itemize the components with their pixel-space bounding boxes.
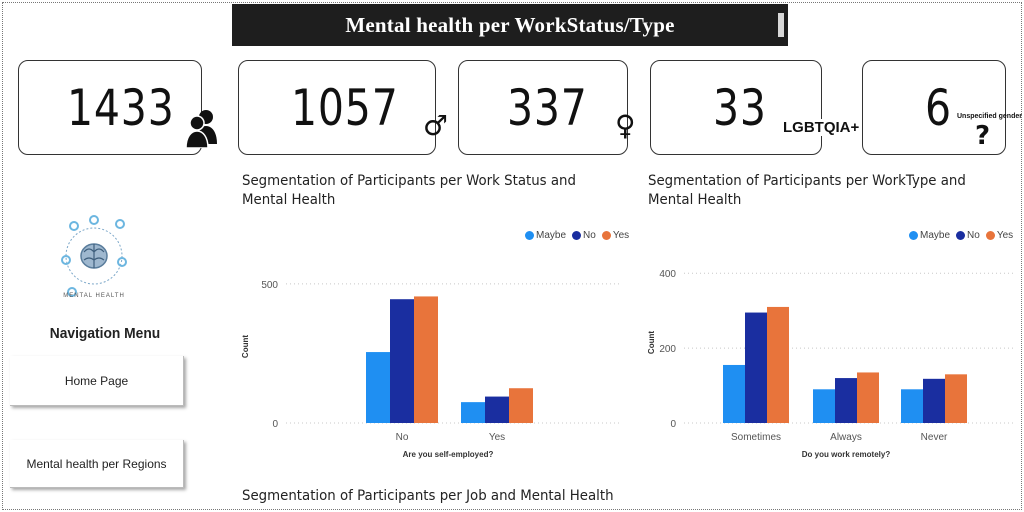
kpi-lgbtqia-card: 33 LGBTQIA+ [650, 60, 862, 155]
kpi-total-value: 1433 [67, 79, 175, 137]
y-tick-label: 400 [659, 269, 676, 280]
bar-yes-always [857, 372, 879, 423]
mental-health-regions-button[interactable]: Mental health per Regions [10, 440, 184, 488]
bar-yes-no [414, 296, 438, 423]
bar-maybe-no [366, 352, 390, 423]
bar-yes-sometimes [767, 306, 789, 423]
bar-maybe-always [813, 389, 835, 423]
y-tick-label: 500 [261, 280, 278, 291]
question-icon: ? [975, 121, 991, 151]
x-tick-label: No [396, 432, 409, 443]
y-axis-label: Count [647, 331, 656, 354]
page-title: Mental health per WorkStatus/Type [345, 12, 675, 37]
y-tick-label: 200 [659, 344, 676, 355]
kpi-male-card: 1057 ♂ [238, 60, 448, 155]
home-page-button[interactable]: Home Page [10, 356, 184, 406]
y-tick-label: 0 [272, 419, 278, 430]
x-tick-label: Sometimes [731, 432, 781, 443]
work-status-legend: Maybe No Yes [522, 230, 629, 241]
page-title-bar: Mental health per WorkStatus/Type [232, 4, 788, 46]
female-icon: ♀ [615, 109, 636, 142]
bar-yes-yes [509, 388, 533, 423]
legend-dot-no [956, 231, 966, 240]
bar-maybe-sometimes [723, 364, 745, 423]
y-tick-label: 0 [670, 419, 676, 430]
x-axis-label: Do you work remotely? [802, 450, 891, 459]
kpi-total-card: 1433 [18, 60, 202, 155]
bar-no-never [923, 378, 945, 423]
kpi-unspecified-value: 6 [925, 79, 952, 137]
legend-item-maybe: Maybe [525, 230, 566, 241]
legend-item-no: No [956, 230, 980, 241]
kpi-female-card: 337 ♀ [458, 60, 636, 155]
kpi-male-value: 1057 [291, 79, 399, 137]
kpi-unspecified-card: 6 Unspecified gender ? [862, 60, 1022, 155]
kpi-lgbtqia-value: 33 [713, 79, 767, 137]
bar-no-always [835, 378, 857, 423]
male-icon: ♂ [423, 109, 449, 142]
job-chart-title: Segmentation of Participants per Job and… [242, 488, 614, 504]
mental-health-logo: MENTAL HEALTH [61, 215, 127, 299]
y-axis-label: Count [241, 335, 250, 358]
bar-maybe-never [901, 389, 923, 423]
legend-item-yes: Yes [985, 230, 1013, 241]
kpi-lgbtqia-label: LGBTQIA+ [781, 119, 862, 136]
work-type-legend: Maybe No Yes [906, 230, 1013, 241]
navigation-menu-title: Navigation Menu [49, 325, 161, 342]
legend-dot-maybe [525, 231, 534, 240]
x-tick-label: Never [921, 432, 948, 443]
logo-text: MENTAL HEALTH [63, 293, 125, 299]
legend-dot-maybe [909, 231, 918, 240]
kpi-female-value: 337 [507, 79, 588, 137]
work-status-chart: 0 500 Count No Yes Are you self-employed? [241, 280, 621, 459]
x-tick-label: Always [830, 432, 862, 443]
bar-maybe-yes [461, 402, 485, 423]
legend-dot-no [572, 231, 582, 240]
title-handle [778, 13, 784, 37]
legend-item-maybe: Maybe [909, 230, 950, 241]
bar-yes-never [945, 374, 967, 423]
kpi-unspecified-label: Unspecified gender [957, 113, 1022, 120]
legend-item-no: No [572, 230, 596, 241]
legend-dot-yes [601, 231, 611, 240]
x-tick-label: Yes [489, 432, 505, 443]
x-axis-label: Are you self-employed? [403, 450, 494, 459]
work-status-chart-title: Segmentation of Participants per Work St… [242, 173, 576, 208]
bar-no-sometimes [745, 312, 767, 423]
work-type-chart: 0 200 400 Count Sometimes Always Never Do you w… [647, 269, 1015, 459]
bar-no-yes [485, 396, 509, 423]
work-type-chart-title: Segmentation of Participants per WorkTyp… [648, 173, 966, 208]
legend-item-yes: Yes [601, 230, 629, 241]
legend-dot-yes [985, 231, 995, 240]
bar-no-no [390, 299, 414, 423]
people-icon [186, 110, 217, 148]
